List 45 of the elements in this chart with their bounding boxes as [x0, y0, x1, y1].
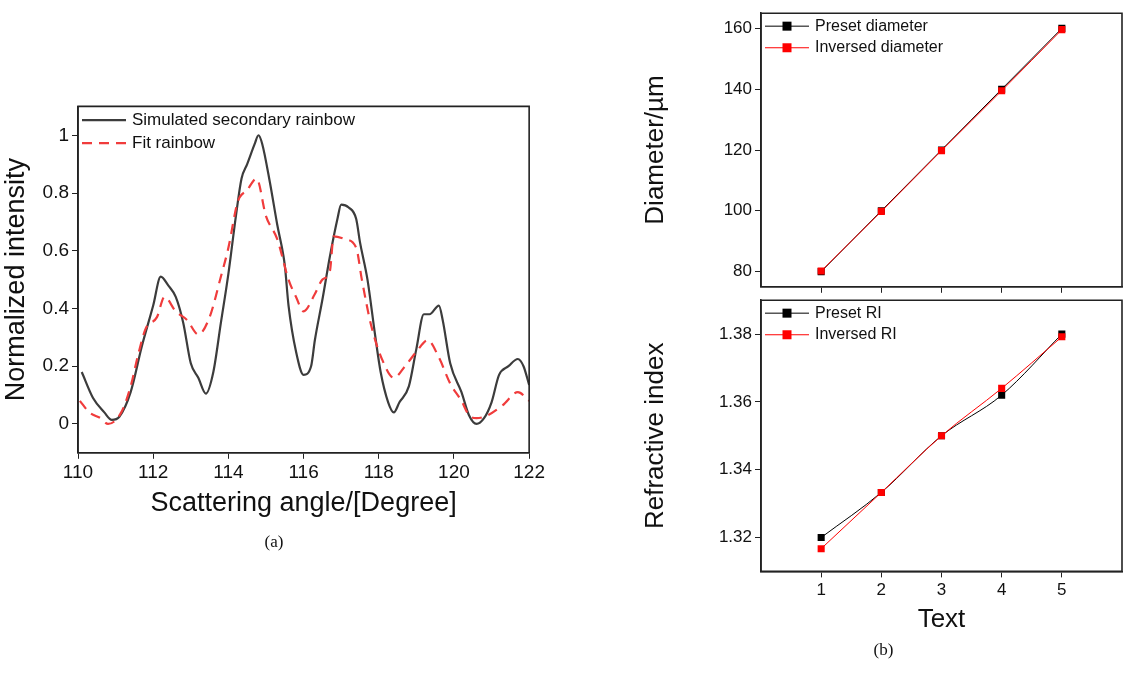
y-tick-label: 1.36	[718, 391, 752, 411]
x-tick-label: 1	[816, 580, 826, 600]
y-tick-label: 160	[723, 18, 752, 38]
legend-label: Preset diameter	[815, 16, 929, 34]
point	[817, 545, 825, 553]
point	[998, 391, 1006, 399]
y-axis-title: Diameter/µm	[638, 75, 669, 225]
legend-label: Preset RI	[815, 303, 882, 321]
y-tick-label: 100	[723, 200, 752, 220]
y-axis-title: Normalized intensity	[0, 157, 30, 402]
y-tick-label: 120	[723, 139, 752, 159]
point	[998, 384, 1006, 392]
y-tick-label: 1.34	[718, 459, 752, 479]
y-tick-label: 0.6	[42, 238, 69, 260]
x-tick-label: 112	[138, 461, 169, 483]
legend-label: Inversed RI	[815, 325, 897, 343]
x-tick-label: 2	[876, 580, 887, 600]
legend-label: Simulated secondary rainbow	[132, 109, 356, 129]
y-tick-label: 140	[723, 78, 752, 98]
x-tick-label: 122	[513, 461, 545, 483]
y-tick-label: 1.38	[718, 323, 752, 343]
legend-label: Fit rainbow	[132, 132, 216, 152]
x-tick-label: 5	[1057, 580, 1067, 600]
y-axis-title: Refractive index	[638, 342, 669, 530]
x-tick-label: 3	[936, 580, 947, 600]
legend-label: Inversed diameter	[815, 38, 944, 56]
text: (b)	[872, 640, 895, 660]
line-series	[80, 134, 530, 426]
y-tick-label: 0.2	[42, 354, 69, 376]
point	[817, 533, 825, 542]
x-tick-label: 116	[288, 461, 319, 483]
x-tick-label: 110	[62, 461, 94, 483]
x-tick-label: 120	[438, 461, 470, 483]
x-tick-label: 114	[213, 461, 244, 483]
text: (a)	[263, 532, 285, 552]
y-tick-label: 1	[58, 123, 69, 145]
x-tick-label: 4	[996, 580, 1007, 600]
y-tick-label: 0.4	[42, 296, 70, 318]
x-tick-label: 118	[363, 461, 394, 483]
y-tick-label: 1.32	[718, 527, 752, 547]
y-tick-label: 0.8	[42, 181, 69, 203]
y-tick-label: 80	[733, 261, 752, 281]
x-axis-title: Scattering angle/[Degree]	[150, 487, 457, 518]
x-axis-title: Text	[917, 602, 967, 633]
y-tick-label: 0	[58, 412, 69, 434]
